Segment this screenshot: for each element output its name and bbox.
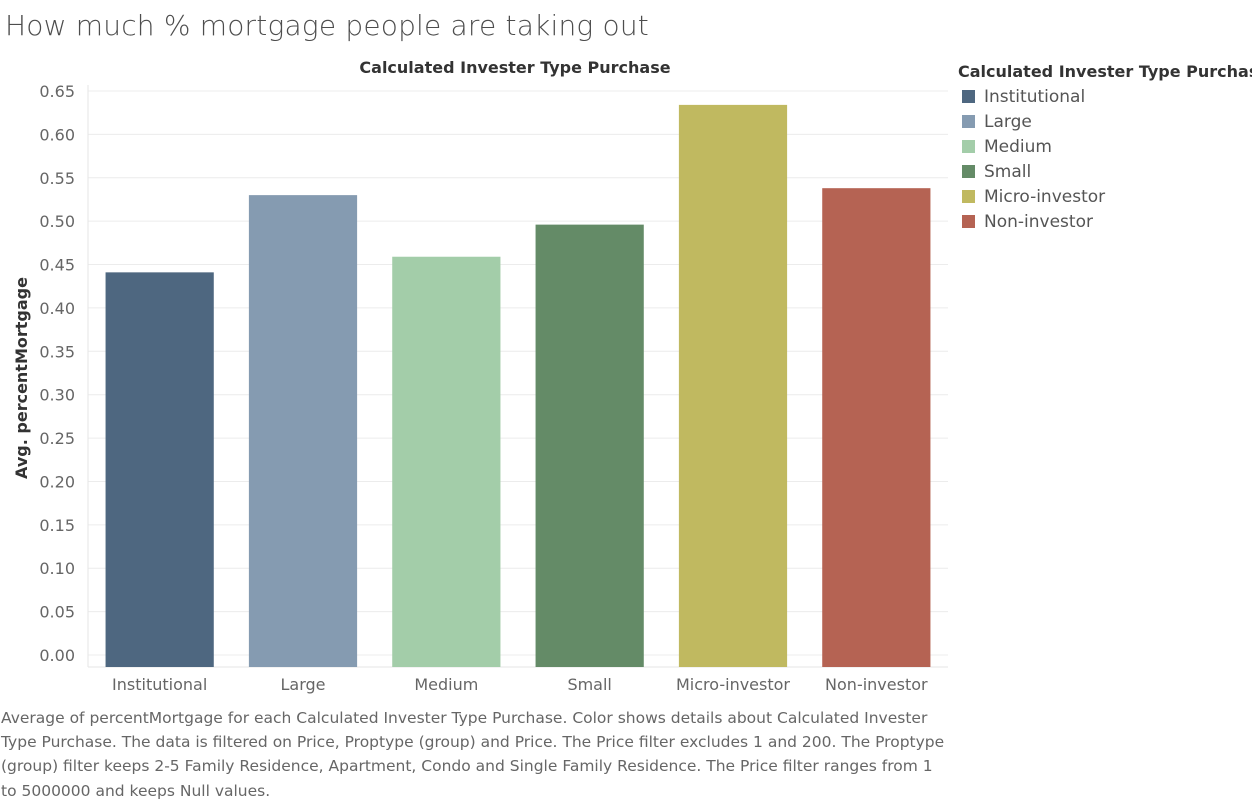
x-tick-label: Medium (414, 675, 478, 694)
legend-item[interactable]: Large (958, 109, 1250, 134)
legend-items: Institutional Large Medium Small Micro-inves… (958, 84, 1250, 234)
x-tick-label: Large (280, 675, 325, 694)
x-tick-labels: Institutional Large Medium Small Micro-inves… (112, 675, 928, 694)
bar[interactable] (248, 195, 358, 667)
x-tick-label: Institutional (112, 675, 207, 694)
y-tick-label: 0.55 (39, 169, 75, 188)
y-tick-label: 0.10 (39, 559, 75, 578)
legend-label: Medium (984, 136, 1052, 157)
x-tick-label: Micro-investor (676, 675, 790, 694)
bar[interactable] (535, 224, 644, 667)
y-tick-label: 0.15 (39, 516, 75, 535)
legend-swatch (962, 190, 975, 203)
chart-title: Calculated Invester Type Purchase (359, 58, 670, 77)
y-tick-label: 0.35 (39, 342, 75, 361)
y-tick-label: 0.65 (39, 82, 75, 101)
bar[interactable] (105, 272, 214, 667)
bar[interactable] (392, 256, 501, 667)
legend-label: Large (984, 111, 1032, 132)
x-tick-label: Non-investor (825, 675, 928, 694)
y-tick-label: 0.40 (39, 299, 75, 318)
x-tick-label: Small (567, 675, 611, 694)
bar[interactable] (678, 104, 788, 668)
y-tick-label: 0.05 (39, 603, 75, 622)
legend-swatch (962, 140, 975, 153)
y-tick-label: 0.25 (39, 429, 75, 448)
y-tick-label: 0.45 (39, 256, 75, 275)
y-tick-labels: 0.00 0.05 0.10 0.15 0.20 0.25 0.30 0.35 0.40 0.45… (39, 82, 75, 665)
y-tick-label: 0.60 (39, 125, 75, 144)
bar-chart: 0.00 0.05 0.10 0.15 0.20 0.25 0.30 0.35 0.40 0.45… (12, 58, 948, 694)
legend-item[interactable]: Micro-investor (958, 184, 1250, 209)
y-tick-label: 0.00 (39, 646, 75, 665)
bars (105, 104, 931, 668)
legend-item[interactable]: Institutional (958, 84, 1250, 109)
legend-swatch (962, 90, 975, 103)
y-tick-label: 0.30 (39, 386, 75, 405)
bar[interactable] (822, 188, 931, 668)
y-tick-label: 0.50 (39, 212, 75, 231)
legend-item[interactable]: Medium (958, 134, 1250, 159)
legend-swatch (962, 215, 975, 228)
legend-label: Small (984, 161, 1032, 182)
legend-item[interactable]: Non-investor (958, 209, 1250, 234)
legend-item[interactable]: Small (958, 159, 1250, 184)
color-legend: Calculated Invester Type Purchase Instit… (958, 62, 1252, 234)
legend-swatch (962, 115, 975, 128)
legend-swatch (962, 165, 975, 178)
page-title: How much % mortgage people are taking ou… (5, 9, 649, 42)
legend-label: Non-investor (984, 211, 1093, 232)
y-tick-label: 0.20 (39, 472, 75, 491)
legend-label: Institutional (984, 86, 1086, 107)
legend-label: Micro-investor (984, 186, 1106, 207)
gridlines (87, 85, 948, 668)
legend-title: Calculated Invester Type Purchase (958, 62, 1252, 81)
y-axis-label: Avg. percentMortgage (12, 277, 31, 479)
chart-caption: Average of percentMortgage for each Calc… (1, 709, 945, 800)
